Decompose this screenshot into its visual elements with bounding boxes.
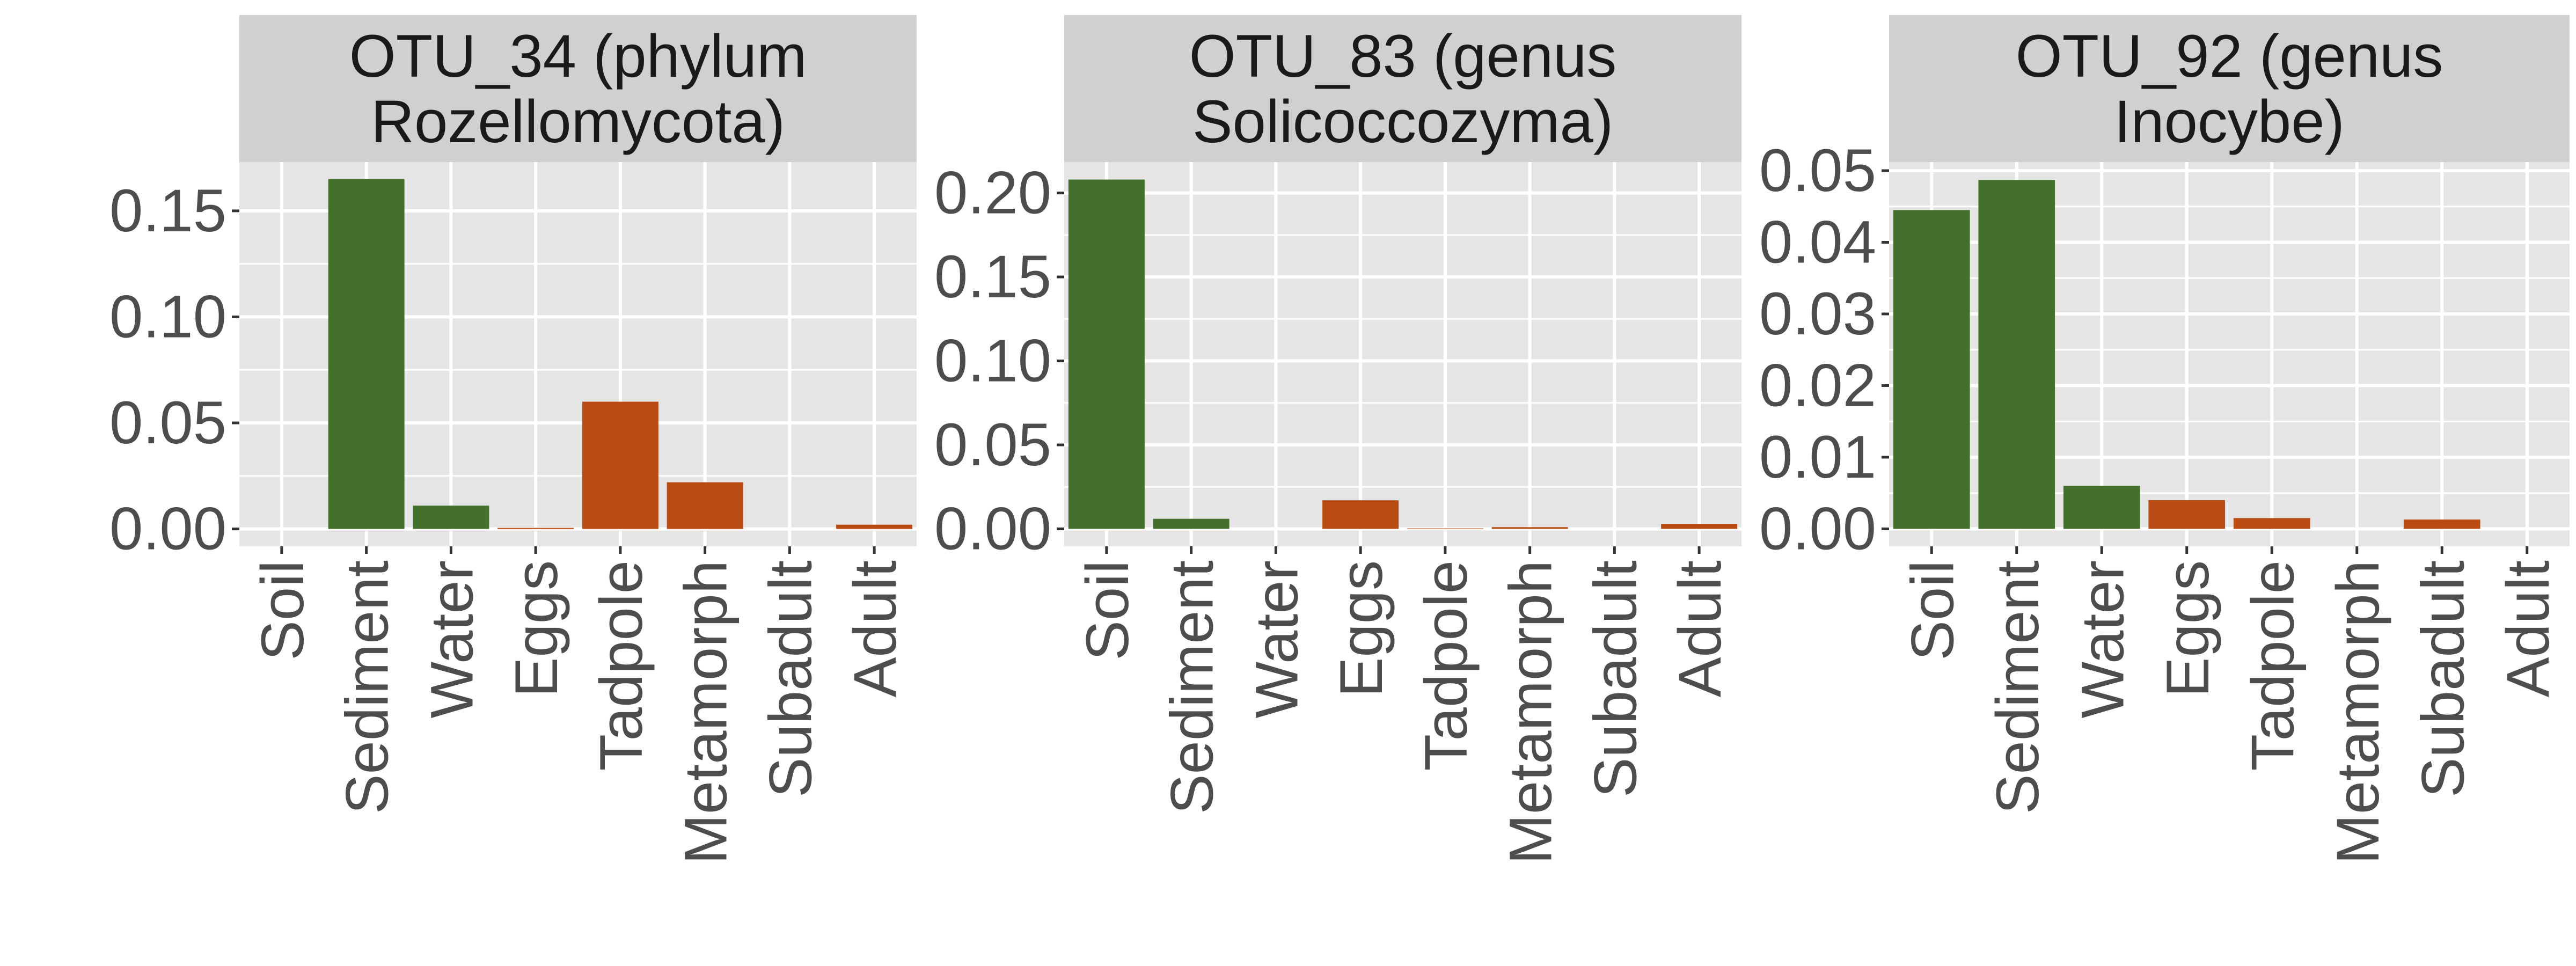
y-tick-label: 0.05 — [109, 389, 226, 456]
bar-sediment — [1153, 518, 1230, 529]
x-tick-label: Water — [418, 560, 485, 719]
y-tick-label: 0.15 — [934, 243, 1051, 310]
bar-adult — [836, 524, 913, 529]
y-tick-label: 0.05 — [934, 411, 1051, 478]
y-tick-label: 0.20 — [934, 159, 1051, 226]
bar-metamorph — [667, 482, 743, 529]
y-tick-label: 0.15 — [109, 177, 226, 244]
bar-eggs — [497, 528, 574, 529]
y-tick-label: 0.04 — [1759, 209, 1876, 276]
x-tick-label: Metamorph — [672, 560, 740, 864]
y-tick-label: 0.00 — [109, 495, 226, 562]
facet-strip — [1889, 15, 2570, 162]
bar-soil — [1893, 210, 1970, 529]
x-tick-label: Subadult — [1582, 560, 1649, 797]
x-tick-label: Metamorph — [2324, 560, 2391, 864]
bar-adult — [1661, 524, 1738, 529]
y-tick-label: 0.03 — [1759, 280, 1876, 347]
y-tick-label: 0.05 — [1759, 137, 1876, 204]
bar-water — [2063, 486, 2140, 529]
x-tick-label: Soil — [249, 560, 316, 661]
facet-title-line: OTU_92 (genus — [2016, 23, 2443, 90]
y-tick-label: 0.00 — [1759, 495, 1876, 562]
facet-title-line: OTU_34 (phylum — [349, 23, 807, 90]
bar-water — [413, 506, 489, 529]
x-tick-label: Sediment — [1984, 560, 2051, 814]
y-tick-label: 0.01 — [1759, 423, 1876, 491]
bar-eggs — [1322, 500, 1399, 529]
y-tick-label: 0.10 — [109, 283, 226, 350]
x-tick-label: Soil — [1899, 560, 1966, 661]
x-tick-label: Eggs — [2154, 560, 2221, 697]
x-tick-label: Water — [2069, 560, 2136, 719]
x-tick-label: Eggs — [503, 560, 570, 697]
facet-title-line: OTU_83 (genus — [1189, 23, 1617, 90]
x-tick-label: Sediment — [1159, 560, 1226, 814]
y-tick-label: 0.02 — [1759, 352, 1876, 419]
x-tick-label: Sediment — [334, 560, 401, 814]
x-tick-label: Soil — [1074, 560, 1141, 661]
facet-panel — [1064, 162, 1741, 546]
y-tick-label: 0.10 — [934, 327, 1051, 394]
facet-strip — [239, 15, 917, 162]
bar-eggs — [2148, 500, 2226, 529]
x-tick-label: Water — [1243, 560, 1310, 719]
x-tick-label: Subadult — [757, 560, 824, 797]
facet-3: OTU_92 (genusInocybe)0.000.010.020.030.0… — [1759, 15, 2570, 864]
bar-metamorph — [1491, 527, 1568, 529]
bar-sediment — [328, 179, 405, 529]
bar-soil — [1068, 179, 1145, 529]
bar-subadult — [2403, 519, 2480, 529]
x-tick-label: Subadult — [2409, 560, 2476, 797]
facet-title-line: Inocybe) — [2114, 88, 2345, 155]
bar-tadpole — [582, 401, 658, 529]
facet-title-line: Rozellomycota) — [371, 88, 785, 155]
x-tick-label: Metamorph — [1497, 560, 1564, 864]
x-tick-label: Adult — [1666, 560, 1733, 697]
bar-sediment — [1978, 180, 2055, 529]
x-tick-label: Tadpole — [588, 560, 655, 771]
x-tick-label: Tadpole — [1413, 560, 1480, 771]
bar-tadpole — [2233, 518, 2310, 529]
x-tick-label: Eggs — [1328, 560, 1395, 697]
x-tick-label: Adult — [2494, 560, 2562, 697]
x-tick-label: Adult — [841, 560, 909, 697]
y-tick-label: 0.00 — [934, 495, 1051, 562]
facet-strip — [1064, 15, 1741, 162]
facet-title-line: Solicoccozyma) — [1192, 88, 1613, 155]
x-tick-label: Tadpole — [2239, 560, 2306, 771]
